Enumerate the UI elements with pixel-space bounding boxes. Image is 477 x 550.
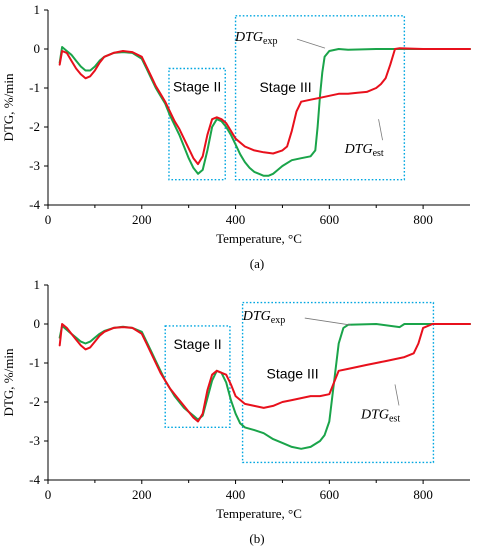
series-label-main: DTG xyxy=(234,30,263,45)
series-label-est: DTGest xyxy=(344,142,384,159)
y-tick-label: 0 xyxy=(34,316,41,331)
series-label-sub: est xyxy=(373,148,384,159)
stage-box xyxy=(234,15,406,181)
x-tick-label: 0 xyxy=(45,212,52,227)
series-label-sub: exp xyxy=(271,315,285,326)
est-leader-line xyxy=(378,119,383,141)
est-leader-line xyxy=(394,384,400,406)
x-axis-title: Temperature, °C xyxy=(216,506,302,521)
series-label-main: DTG xyxy=(242,309,271,324)
x-tick-label: 200 xyxy=(132,487,152,502)
y-tick-label: -4 xyxy=(29,197,40,212)
x-tick-label: 800 xyxy=(413,212,433,227)
series-label-exp: DTGexp xyxy=(234,30,277,47)
series-label-est: DTGest xyxy=(360,407,400,424)
series-line-exp xyxy=(58,323,471,450)
x-tick-label: 400 xyxy=(226,487,246,502)
stage-box xyxy=(164,325,231,429)
exp-leader-line xyxy=(304,317,351,326)
stage-box xyxy=(241,301,435,464)
y-tick-label: -4 xyxy=(29,472,40,487)
x-tick-label: 0 xyxy=(45,487,52,502)
exp-leader-line xyxy=(296,38,326,49)
y-tick-label: 1 xyxy=(34,2,41,17)
stage-label: Stage III xyxy=(267,366,319,382)
y-tick-label: -1 xyxy=(29,80,40,95)
stage-label: Stage III xyxy=(259,79,311,95)
panel-label: (a) xyxy=(250,256,264,271)
chart-panel-b: 1 0 -1 -2 -3 -4 0 200 400 600 800 Temperature, °C DT… xyxy=(1,277,471,546)
y-tick-label: -2 xyxy=(29,119,40,134)
stage-label: Stage II xyxy=(173,79,221,95)
series-line-exp xyxy=(58,46,471,177)
series-label-main: DTG xyxy=(344,142,373,157)
x-tick-label: 800 xyxy=(413,487,433,502)
stage-box xyxy=(168,67,226,181)
x-tick-label: 200 xyxy=(132,212,152,227)
series-label-sub: est xyxy=(389,413,400,424)
y-tick-label: -3 xyxy=(29,433,40,448)
series-line-est xyxy=(58,47,471,166)
y-axis-title: DTG, %/min xyxy=(1,73,16,141)
x-tick-label: 600 xyxy=(320,212,340,227)
x-tick-label: 400 xyxy=(226,212,246,227)
x-axis-title: Temperature, °C xyxy=(216,231,302,246)
y-tick-label: 1 xyxy=(34,277,41,292)
y-axis-title: DTG, %/min xyxy=(1,348,16,416)
stage-label: Stage II xyxy=(173,336,221,352)
y-tick-label: -3 xyxy=(29,158,40,173)
panel-label: (b) xyxy=(249,531,264,546)
series-label-exp: DTGexp xyxy=(242,309,285,326)
chart-panel-a: 1 0 -1 -2 -3 -4 0 200 400 600 800 Temperature, °C DT… xyxy=(1,2,471,271)
series-label-sub: exp xyxy=(263,36,277,47)
y-tick-label: 0 xyxy=(34,41,41,56)
y-tick-label: -1 xyxy=(29,355,40,370)
series-line-est xyxy=(58,323,471,423)
y-tick-label: -2 xyxy=(29,394,40,409)
x-tick-label: 600 xyxy=(320,487,340,502)
series-label-main: DTG xyxy=(360,407,389,422)
